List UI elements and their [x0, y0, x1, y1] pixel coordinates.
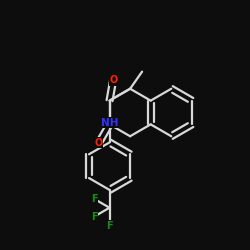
Text: NH: NH — [101, 118, 118, 128]
Text: O: O — [109, 75, 117, 85]
Text: F: F — [106, 220, 113, 230]
Text: F: F — [91, 212, 98, 222]
Text: F: F — [91, 194, 98, 204]
Text: O: O — [95, 138, 103, 148]
